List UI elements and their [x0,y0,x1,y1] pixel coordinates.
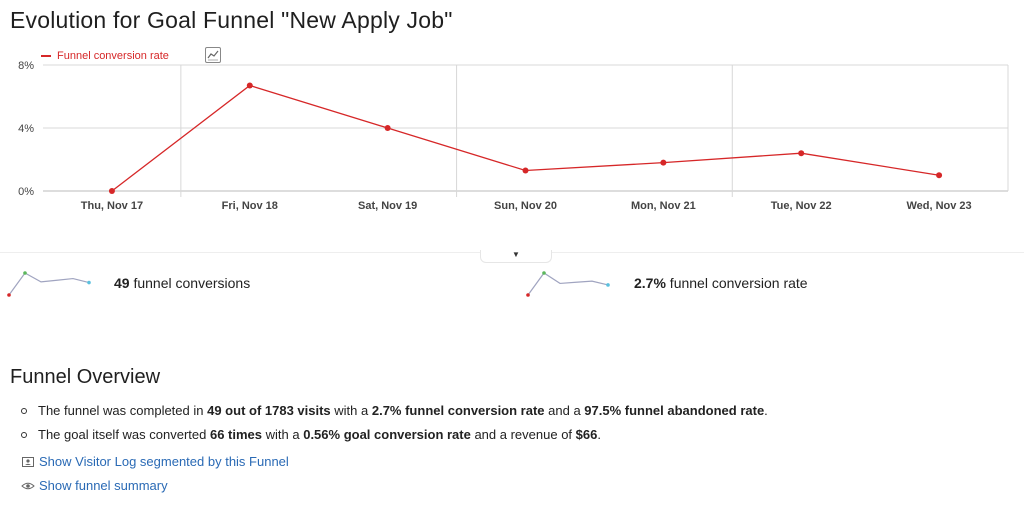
metric-funnel-conversion-rate[interactable]: 2.7% funnel conversion rate [634,275,808,291]
chart-legend[interactable]: Funnel conversion rate [41,48,169,64]
sparkline-conversion-rate[interactable] [525,270,611,298]
text: and a revenue of [470,427,576,442]
sparkline-line [8,272,90,296]
goal-conversion-rate: 0.56% goal conversion rate [303,427,471,442]
sparkline-first-point [7,293,11,297]
data-point [522,167,529,174]
x-tick-label: Wed, Nov 23 [906,200,971,212]
funnel-summary-link[interactable]: Show funnel summary [21,478,168,493]
eye-icon [21,479,37,493]
y-tick-label: 8% [18,60,34,72]
text: with a [330,403,372,418]
text: . [597,427,601,442]
text: and a [544,403,585,418]
data-point [798,150,805,157]
metric-label: funnel conversions [129,275,251,291]
y-tick-label: 0% [18,186,34,198]
x-tick-label: Sun, Nov 20 [494,200,557,212]
conversion-rate: 2.7% funnel conversion rate [371,403,545,418]
sparkline-line [527,272,609,296]
sparkline-conversions[interactable] [6,270,92,298]
sparkline-max-point [23,271,27,275]
series-line [111,84,940,192]
data-point [936,172,943,179]
sparkline-last-point [87,280,91,285]
text: . [764,403,768,418]
line-chart-icon-glyph [207,50,219,61]
text: The funnel was completed in [38,403,208,418]
metric-funnel-conversions[interactable]: 49 funnel conversions [114,275,250,291]
sparkline-first-point [526,293,530,297]
x-tick-label: Tue, Nov 22 [771,200,832,212]
metric-value: 49 [114,275,130,291]
x-tick-label: Mon, Nov 21 [631,200,696,212]
evolution-chart: 0% 4% 8% Thu, Nov 17 Fri, Nov 18 Sat, Nov 19… [18,60,1009,212]
data-point [384,125,391,131]
metric-label: funnel conversion rate [665,275,808,291]
x-tick-label: Fri, Nov 18 [222,200,278,212]
visitor-log-link-label[interactable]: Show Visitor Log segmented by this Funne… [39,454,289,469]
visitor-log-icon [21,455,37,469]
series-funnel-conversion-rate [108,82,943,194]
y-axis-ticks: 0% 4% 8% [18,60,34,198]
visits-completed: 49 out of 1783 visits [207,403,331,418]
x-tick-label: Sat, Nov 19 [358,200,417,212]
revenue: $66 [575,427,598,442]
visitor-log-link[interactable]: Show Visitor Log segmented by this Funne… [21,454,289,469]
sparkline-max-point [542,271,546,275]
overview-item-completion: The funnel was completed in 49 out of 17… [18,401,768,425]
metric-value: 2.7% [634,275,666,291]
abandoned-rate: 97.5% funnel abandoned rate [584,403,765,418]
data-point [246,82,253,89]
page-title: Evolution for Goal Funnel "New Apply Job… [10,7,453,33]
legend-label: Funnel conversion rate [57,50,169,62]
overview-list: The funnel was completed in 49 out of 17… [18,401,768,449]
section-title-funnel-overview: Funnel Overview [10,366,161,388]
y-tick-label: 4% [18,123,34,135]
x-axis-ticks: Thu, Nov 17 Fri, Nov 18 Sat, Nov 19 Sun, No… [81,200,972,212]
overview-item-goal: The goal itself was converted 66 times w… [18,425,768,449]
funnel-summary-link-label[interactable]: Show funnel summary [39,478,168,493]
line-chart-icon[interactable] [205,47,221,63]
legend-swatch [41,55,51,57]
collapse-toggle-icon[interactable]: ▼ [480,250,552,263]
text: with a [262,427,304,442]
x-tick-label: Thu, Nov 17 [81,200,143,212]
data-point [660,159,667,166]
chart-grid [43,64,1009,197]
data-point [108,188,115,194]
sparkline-last-point [606,283,610,287]
text: The goal itself was converted [38,427,210,442]
goal-conversions: 66 times [209,427,263,442]
